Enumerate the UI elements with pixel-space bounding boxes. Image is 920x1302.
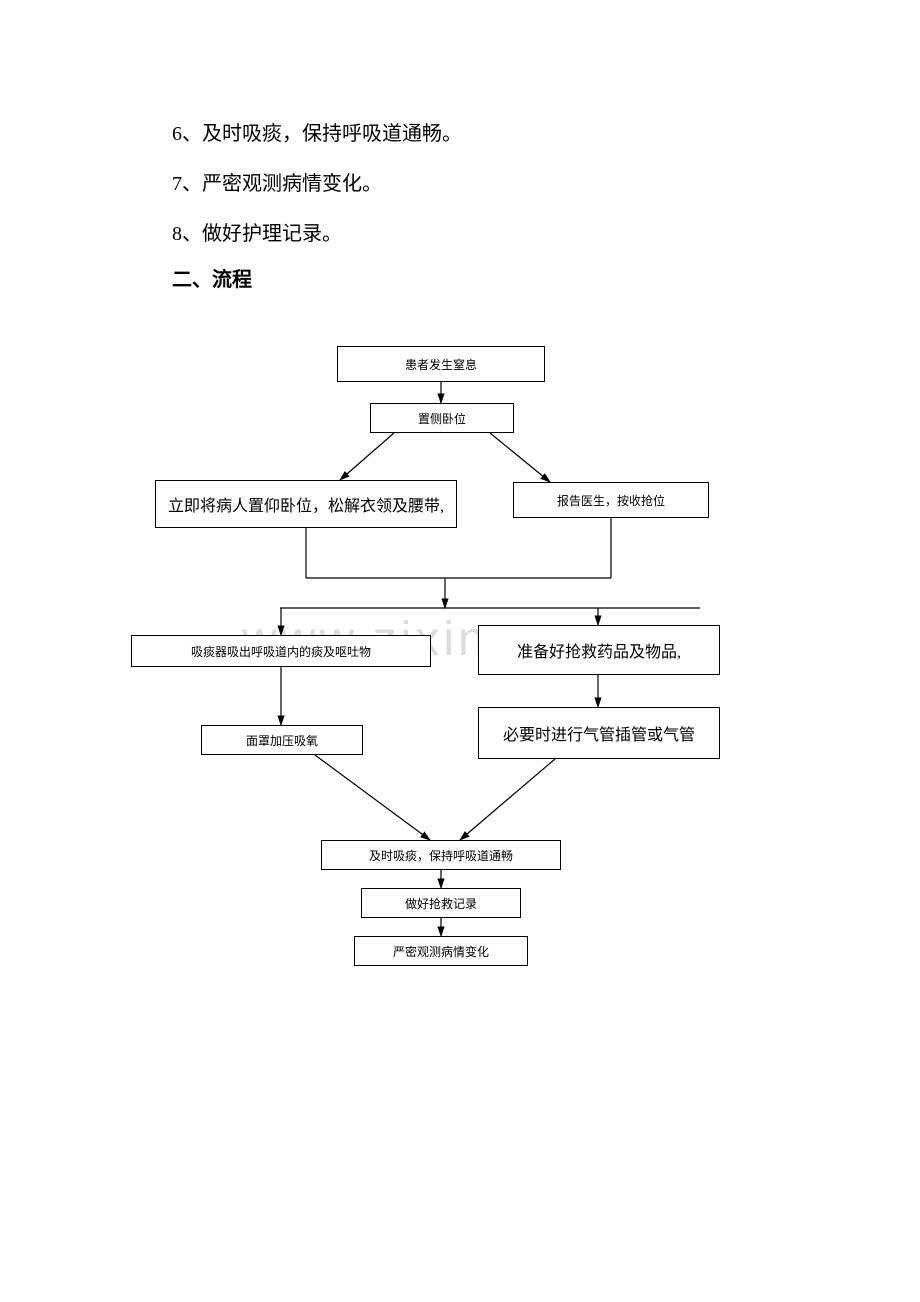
- flowchart-container: 患者发生窒息置侧卧位立即将病人置仰卧位，松解衣领及腰带, 报告医生，按收抢位吸痰器…: [0, 330, 920, 1030]
- flowchart-node-n7: 面罩加压吸氧: [201, 725, 363, 755]
- flowchart-edge-13: [460, 759, 555, 840]
- flowchart-arrows: [0, 330, 920, 1030]
- flowchart-node-n3: 立即将病人置仰卧位，松解衣领及腰带,: [155, 480, 457, 528]
- flowchart-node-n10: 做好抢救记录: [361, 888, 521, 918]
- flowchart-node-n1: 患者发生窒息: [337, 346, 545, 382]
- flowchart-edge-1: [340, 433, 394, 480]
- flowchart-node-n2: 置侧卧位: [370, 403, 514, 433]
- list-item-7: 7、严密观测病情变化。: [172, 170, 382, 198]
- flowchart-edge-2: [490, 433, 550, 482]
- section-title-2: 二、流程: [172, 266, 252, 294]
- list-item-8: 8、做好护理记录。: [172, 220, 342, 248]
- flowchart-edge-12: [315, 755, 430, 840]
- flowchart-node-n9: 及时吸痰，保持呼吸道通畅: [321, 840, 561, 870]
- flowchart-node-n6: 准备好抢救药品及物品,: [478, 625, 720, 675]
- flowchart-node-n5: 吸痰器吸出呼吸道内的痰及呕吐物: [131, 635, 431, 667]
- list-item-6: 6、及时吸痰，保持呼吸道通畅。: [172, 120, 462, 148]
- flowchart-node-n11: 严密观测病情变化: [354, 936, 528, 966]
- flowchart-node-n8: 必要时进行气管插管或气管: [478, 707, 720, 759]
- flowchart-node-n4: 报告医生，按收抢位: [513, 482, 709, 518]
